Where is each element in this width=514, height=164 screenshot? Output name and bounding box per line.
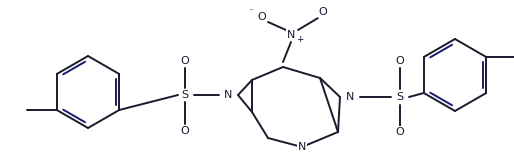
Text: O: O: [396, 56, 405, 66]
Text: +: +: [296, 34, 304, 43]
Text: O: O: [258, 12, 266, 22]
Text: O: O: [396, 127, 405, 137]
Text: O: O: [180, 56, 189, 66]
Text: O: O: [319, 7, 327, 17]
Text: ⁻: ⁻: [249, 8, 253, 17]
Text: S: S: [396, 92, 403, 102]
Text: O: O: [180, 126, 189, 136]
Text: N: N: [346, 92, 354, 102]
Text: N: N: [287, 30, 295, 40]
Text: N: N: [298, 142, 306, 152]
Text: S: S: [181, 90, 189, 100]
Text: N: N: [224, 90, 232, 100]
